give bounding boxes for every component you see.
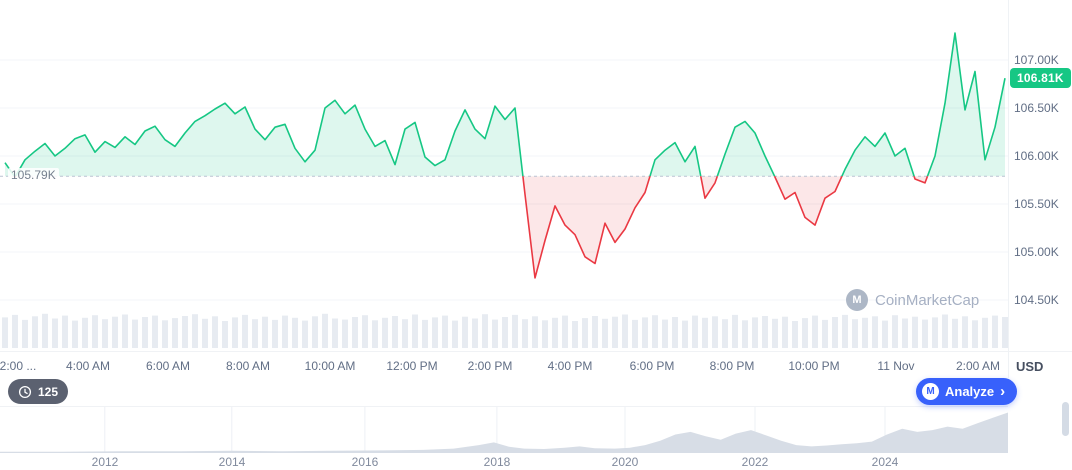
time-axis-tick: 12:00 PM	[386, 359, 438, 373]
currency-label: USD	[1016, 359, 1044, 374]
time-axis-tick: 10:00 PM	[788, 359, 840, 373]
year-label: 2014	[218, 455, 246, 469]
year-label: 2016	[351, 455, 379, 469]
price-chart-svg[interactable]	[0, 0, 1008, 352]
year-label: 2012	[91, 455, 119, 469]
time-axis-tick: 4:00 AM	[65, 359, 111, 373]
analyze-button-label: Analyze	[945, 384, 995, 399]
count-badge-value: 125	[38, 384, 59, 399]
range-handle[interactable]	[1062, 402, 1069, 436]
year-label: 2020	[611, 455, 639, 469]
year-label: 2024	[871, 455, 899, 469]
current-price-badge: 106.81K	[1010, 68, 1071, 88]
time-axis-tick: 2:00 PM	[467, 359, 513, 373]
coinmarketcap-watermark: M CoinMarketCap	[846, 289, 979, 311]
axis-divider	[1008, 0, 1009, 378]
time-axis-tick: 4:00 PM	[547, 359, 593, 373]
coinmarketcap-logo-icon: M	[846, 289, 868, 311]
price-chart-panel: 105.79K M CoinMarketCap	[0, 0, 1072, 352]
clock-icon	[18, 385, 32, 398]
baseline-price-label: 105.79K	[8, 168, 59, 182]
analyze-logo-icon: M	[922, 383, 939, 400]
time-axis-tick: 6:00 PM	[629, 359, 675, 373]
year-label: 2018	[483, 455, 511, 469]
time-axis-tick: 2:00 AM	[955, 359, 1001, 373]
year-label: 2022	[741, 455, 769, 469]
time-axis-tick: 8:00 AM	[225, 359, 271, 373]
time-axis-tick: 8:00 PM	[709, 359, 755, 373]
time-axis-tick: 11 Nov	[877, 359, 915, 373]
time-axis-tick: 2:00 ...	[0, 359, 37, 373]
coinmarketcap-watermark-text: CoinMarketCap	[875, 291, 980, 309]
count-badge[interactable]: 125	[8, 379, 69, 404]
history-overview-svg[interactable]	[0, 407, 1008, 453]
time-axis[interactable]: 2:00 ... 4:00 AM 6:00 AM 8:00 AM 10:00 AM 12:…	[0, 352, 1008, 378]
date-range-selector[interactable]: 2012 2014 2016 2018 2020 2022 2024	[0, 406, 1008, 470]
analyze-button[interactable]: M Analyze ›	[916, 378, 1018, 405]
time-axis-tick: 10:00 AM	[304, 359, 356, 373]
chevron-right-icon: ›	[1000, 383, 1006, 400]
time-axis-tick: 6:00 AM	[145, 359, 191, 373]
